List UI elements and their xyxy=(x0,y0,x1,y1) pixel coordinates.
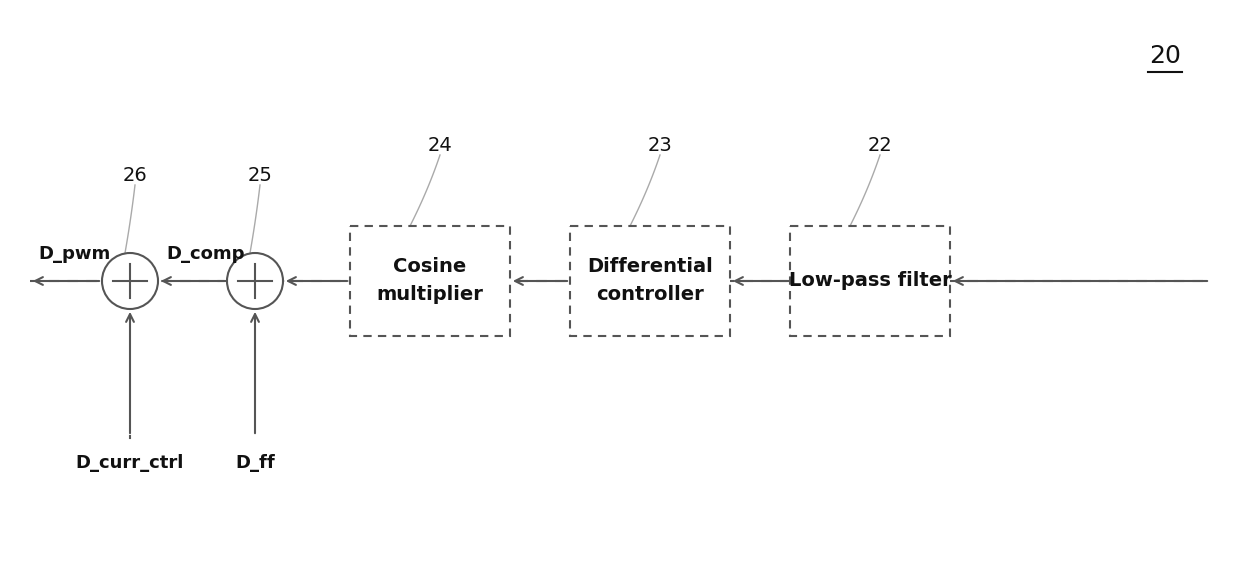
Text: 20: 20 xyxy=(1149,44,1180,68)
Text: 25: 25 xyxy=(248,166,273,185)
FancyBboxPatch shape xyxy=(350,226,510,336)
FancyBboxPatch shape xyxy=(790,226,950,336)
Text: D_curr_ctrl: D_curr_ctrl xyxy=(76,454,185,472)
Text: D_ff: D_ff xyxy=(236,454,275,472)
Text: D_comp: D_comp xyxy=(166,245,244,263)
Ellipse shape xyxy=(102,253,157,309)
FancyBboxPatch shape xyxy=(570,226,730,336)
Text: 24: 24 xyxy=(428,136,453,155)
Text: D_pwm: D_pwm xyxy=(38,245,110,263)
Text: Cosine
multiplier: Cosine multiplier xyxy=(377,257,484,305)
Text: Low-pass filter: Low-pass filter xyxy=(789,271,951,291)
Text: 22: 22 xyxy=(868,136,893,155)
Text: 26: 26 xyxy=(123,166,148,185)
Text: 23: 23 xyxy=(647,136,672,155)
Ellipse shape xyxy=(227,253,283,309)
Text: Differential
controller: Differential controller xyxy=(587,257,713,305)
